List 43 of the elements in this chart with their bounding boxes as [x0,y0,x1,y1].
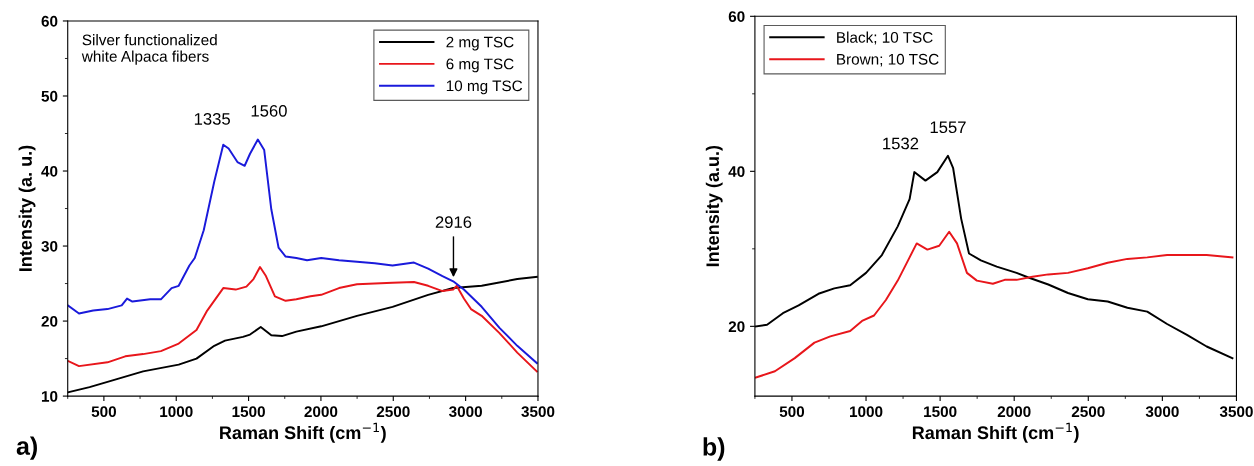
line-series [67,266,538,373]
text: a) [16,436,37,460]
x-tick-label: 2500 [376,406,410,418]
x-tick-label: 500 [91,406,117,418]
y-axis-title: Intensity (a. u.) [18,145,36,272]
x-tick-label: 1000 [160,406,193,418]
legend-label: 6 mg TSC [446,58,514,73]
text: b) [703,437,725,461]
x-tick-label: 1500 [924,406,957,418]
y-tick-label: 40 [41,165,58,177]
x-tick-label: 500 [779,406,805,418]
y-tick-label: 50 [41,90,58,102]
x-axis-title: Raman Shift (cm$^{−1}$) [912,422,1079,443]
annotation: Silver functionalized white Alpaca fibers [81,34,217,65]
x-tick-label: 2500 [1071,406,1105,418]
annotation: 1532 [883,137,919,150]
x-tick-label: 1500 [232,406,265,418]
y-tick-label: 20 [728,321,745,333]
y-tick-label: 60 [41,15,58,27]
legend-label: Black; 10 TSC [837,31,933,45]
line-series [67,138,538,365]
y-tick-label: 20 [41,315,58,327]
x-tick-label: 2000 [997,406,1031,418]
y-tick-label: 10 [41,390,58,402]
x-tick-label: 3500 [521,406,555,418]
x-tick-label: 1000 [850,406,883,418]
x-tick-label: 3000 [448,406,482,418]
annotation: 1560 [251,104,287,117]
x-tick-label: 3500 [1219,406,1253,418]
y-tick-label: 30 [41,240,58,252]
legend-label: Brown; 10 TSC [837,53,939,67]
annotation: 1557 [930,121,966,134]
legend-label: 2 mg TSC [446,36,514,51]
x-axis-title: Raman Shift (cm$^{−1}$) [220,422,386,443]
annotation: 1335 [194,113,230,125]
line-series [754,230,1234,379]
y-tick-label: 40 [728,166,745,178]
legend-label: 10 mg TSC [446,80,523,95]
y-axis-title: Intensity (a.u.) [705,145,723,267]
x-tick-label: 3000 [1145,406,1179,418]
x-tick-label: 2000 [304,406,338,418]
y-tick-label: 60 [728,11,745,22]
annotation: 2916 [435,216,472,229]
